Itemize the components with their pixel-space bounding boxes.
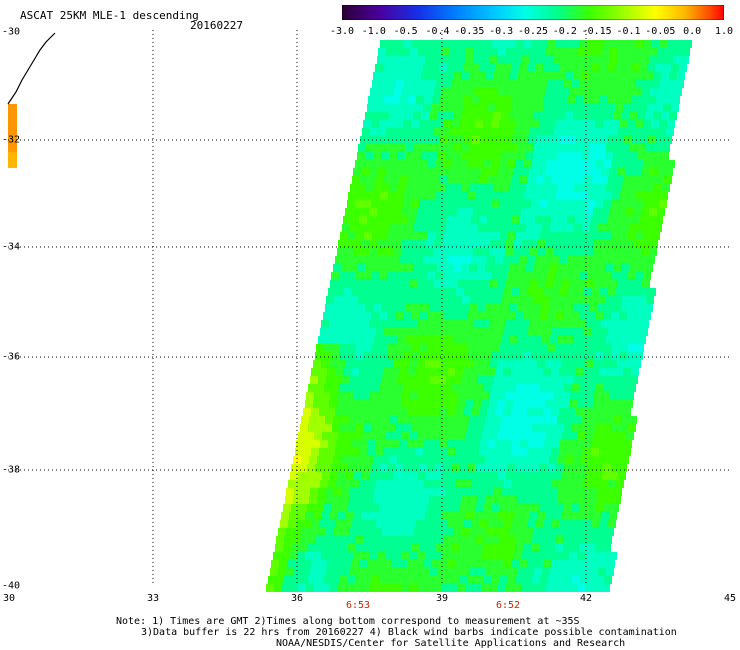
latitude-tick-label: -36 <box>2 351 21 363</box>
time-label-2: 6:52 <box>495 600 521 611</box>
colorbar-tick-label: -0.2 <box>552 26 577 37</box>
latitude-tick-label: -38 <box>2 464 21 476</box>
time-label-1: 6:53 <box>345 600 371 611</box>
latitude-tick-label: -32 <box>2 134 21 146</box>
longitude-tick-label: 30 <box>2 593 16 604</box>
wind-swath <box>8 40 692 592</box>
colorbar-tick-label: -0.1 <box>616 26 641 37</box>
longitude-tick-label: 42 <box>579 593 593 604</box>
colorbar-tick-label: -0.15 <box>581 26 612 37</box>
longitude-tick-label: 36 <box>290 593 304 604</box>
latitude-tick-label: -34 <box>2 241 21 253</box>
colorbar-tick-label: -3.0 <box>329 26 355 37</box>
colorbar-tick-label: 1.0 <box>714 26 734 37</box>
colorbar-tick-label: -0.4 <box>425 26 450 37</box>
colorbar-tick-label: -1.0 <box>361 26 386 37</box>
coastline <box>7 32 56 105</box>
note-line-2: 3)Data buffer is 22 hrs from 20160227 4)… <box>141 627 677 638</box>
colorbar-tick-label: -0.5 <box>393 26 418 37</box>
latitude-tick-label: -30 <box>2 26 21 38</box>
colorbar-tick-label: -0.3 <box>489 26 514 37</box>
colorbar-tick-label: -0.35 <box>454 26 485 37</box>
longitude-tick-label: 45 <box>723 593 737 604</box>
colorbar-tick-label: -0.05 <box>645 26 676 37</box>
longitude-tick-label: 39 <box>435 593 449 604</box>
gridlines <box>8 30 732 586</box>
colorbar <box>342 5 724 20</box>
map-title: ASCAT 25KM MLE-1 descending <box>20 9 199 22</box>
latitude-tick-label: -40 <box>2 580 21 592</box>
map-date: 20160227 <box>190 19 243 32</box>
longitude-tick-label: 33 <box>146 593 160 604</box>
colorbar-tick-label: -0.25 <box>517 26 549 37</box>
note-line-3: NOAA/NESDIS/Center for Satellite Applica… <box>276 638 626 649</box>
colorbar-tick-label: 0.0 <box>683 26 702 37</box>
note-line-1: Note: 1) Times are GMT 2)Times along bot… <box>116 616 580 627</box>
